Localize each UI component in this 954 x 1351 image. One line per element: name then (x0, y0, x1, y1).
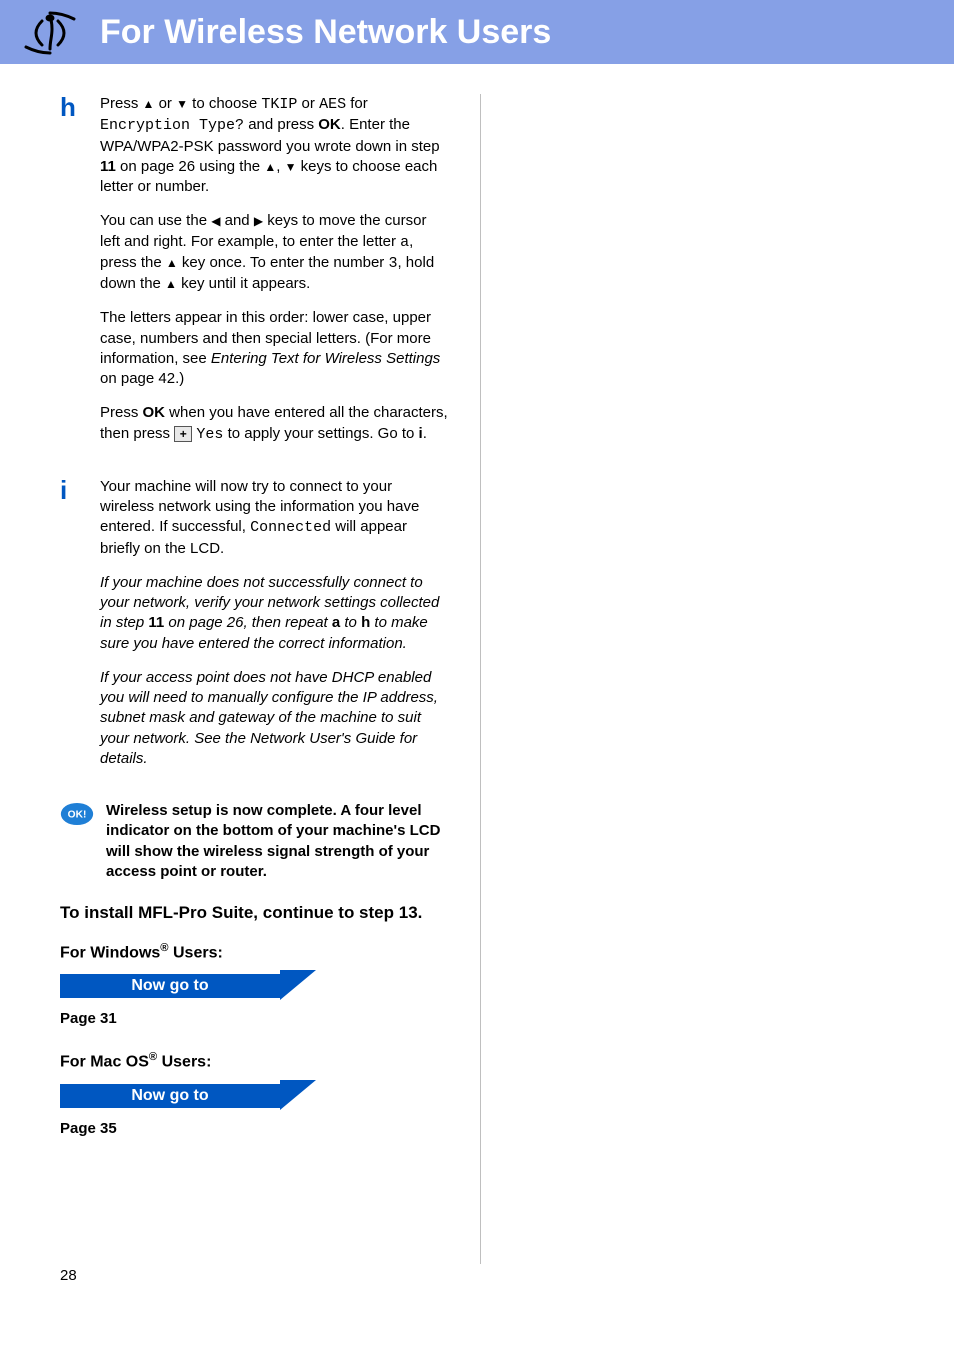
right-arrow-icon: ▶ (254, 215, 263, 227)
down-arrow-icon: ▼ (176, 98, 188, 110)
svg-text:OK!: OK! (68, 809, 87, 820)
up-arrow-icon: ▲ (264, 161, 276, 173)
step-i: i Your machine will now try to connect t… (60, 477, 448, 783)
install-heading: To install MFL-Pro Suite, continue to st… (60, 902, 448, 924)
step-i-p2: If your machine does not successfully co… (100, 573, 448, 654)
header-banner: For Wireless Network Users (0, 0, 954, 64)
down-arrow-icon: ▼ (285, 161, 297, 173)
mac-users-heading: For Mac OS® Users: (60, 1051, 448, 1071)
step-h-p4: Press OK when you have entered all the c… (100, 403, 448, 445)
goto-label: Now go to (60, 1084, 280, 1108)
goto-label: Now go to (60, 974, 280, 998)
step-i-p1: Your machine will now try to connect to … (100, 477, 448, 559)
column-divider (480, 94, 481, 1264)
plus-key-icon: + (174, 426, 192, 442)
goto-banner-windows: Now go to (60, 970, 320, 1000)
step-h-p2: You can use the ◀ and ▶ keys to move the… (100, 211, 448, 294)
page-title: For Wireless Network Users (100, 13, 551, 52)
ok-badge-icon: OK! (60, 801, 100, 882)
step-h-p3: The letters appear in this order: lower … (100, 308, 448, 389)
page-number: 28 (60, 1267, 77, 1284)
step-h: h Press ▲ or ▼ to choose TKIP or AES for… (60, 94, 448, 459)
left-column: h Press ▲ or ▼ to choose TKIP or AES for… (60, 94, 460, 1264)
ok-complete-block: OK! Wireless setup is now complete. A fo… (60, 801, 448, 882)
up-arrow-icon: ▲ (166, 257, 178, 269)
windows-users-heading: For Windows® Users: (60, 942, 448, 962)
step-letter-h: h (60, 94, 100, 459)
wireless-icon (0, 0, 100, 64)
step-h-p1: Press ▲ or ▼ to choose TKIP or AES for E… (100, 94, 448, 197)
mac-page-ref: Page 35 (60, 1120, 448, 1137)
ok-complete-text: Wireless setup is now complete. A four l… (100, 801, 448, 882)
step-i-p3: If your access point does not have DHCP … (100, 668, 448, 769)
up-arrow-icon: ▲ (143, 98, 155, 110)
goto-banner-mac: Now go to (60, 1080, 320, 1110)
step-letter-i: i (60, 477, 100, 783)
up-arrow-icon: ▲ (165, 278, 177, 290)
windows-page-ref: Page 31 (60, 1010, 448, 1027)
